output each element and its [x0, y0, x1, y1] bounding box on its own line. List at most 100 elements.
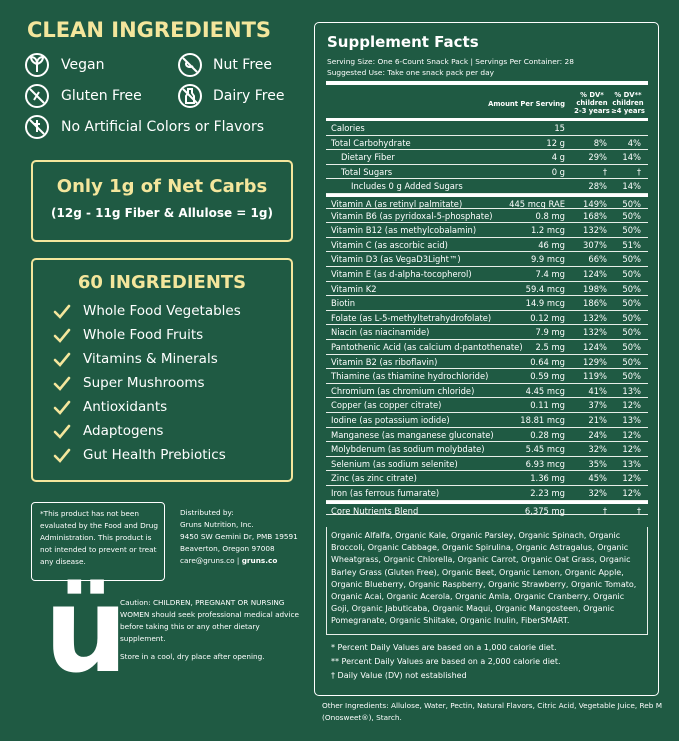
serving-line: Suggested Use: Take one snack pack per d…	[327, 68, 495, 77]
facts-row: Vitamin A (as retinyl palmitate) 445 mcg …	[326, 194, 648, 209]
badge-icons	[25, 53, 49, 139]
facts-row: Pantothenic Acid (as calcium d-pantothen…	[326, 340, 648, 355]
amount: 0.12 mg	[530, 312, 565, 323]
dv-child: †	[602, 166, 607, 177]
ingredient-item: Antioxidants	[83, 399, 168, 415]
email: care@gruns.co |	[180, 556, 240, 565]
nutrient-name: Vitamin C (as ascorbic acid)	[331, 239, 448, 250]
distributor-line: Gruns Nutrition, Inc.	[180, 520, 254, 529]
amount: 6,375 mg	[524, 505, 565, 516]
dv-child: 132%	[583, 225, 607, 236]
amount: 5.45 mcg	[525, 444, 565, 455]
hdr: children	[612, 99, 644, 107]
amount: 445 mcg RAE	[509, 199, 565, 209]
ingredient-item: Adaptogens	[83, 423, 164, 439]
amount: 14.9 mcg	[525, 298, 565, 309]
dv-child: 124%	[583, 269, 607, 279]
dv-adult: 13%	[622, 415, 641, 425]
dv-child: 132%	[583, 327, 607, 338]
amount: 9.9 mcg	[530, 254, 565, 265]
distributor-line: 9450 SW Gemini Dr, PMB 19591	[180, 532, 298, 541]
dv-child: 129%	[583, 356, 607, 367]
dv-child: 28%	[588, 181, 607, 192]
facts-row: Includes 0 g Added Sugars 28% 14%	[326, 179, 648, 194]
facts-row: Vitamin E (as d-alpha-tocopherol) 7.4 mg 1…	[326, 267, 648, 282]
storage: Store in a cool, dry place after opening…	[120, 652, 265, 661]
hdr: ≥4 years	[611, 107, 645, 115]
amount: 7.9 mg	[535, 327, 565, 338]
dv-adult: 50%	[622, 342, 641, 352]
footnote: ** Percent Daily Values are based on a 2…	[331, 657, 561, 666]
dv-adult: 12%	[622, 488, 641, 498]
clean-title: CLEAN INGREDIENTS	[27, 18, 272, 42]
dv-child-header: % DV* children 2-3 years	[572, 91, 612, 115]
dv-adult: 50%	[622, 312, 641, 323]
dv-child: †	[602, 505, 607, 516]
amount: 0.28 mg	[530, 429, 565, 440]
nutrient-name: Vitamin D3 (as VegaD3Light™)	[331, 254, 461, 265]
serving: Serving Size: One 6-Count Snack Pack | S…	[327, 56, 574, 78]
facts-row: Thiamine (as thiamine hydrochloride) 0.59…	[326, 369, 648, 384]
dv-child: 124%	[583, 342, 607, 352]
dv-adult: 50%	[622, 199, 641, 209]
amount: 4 g	[551, 152, 565, 163]
facts-row: Niacin (as niacinamide) 7.9 mg 132% 50%	[326, 325, 648, 340]
amount: 4.45 mcg	[525, 385, 565, 396]
nutrient-name: Iodine (as potassium iodide)	[331, 415, 450, 425]
nutrient-name: Vitamin K2	[331, 283, 377, 294]
facts-row: Biotin 14.9 mcg 186% 50%	[326, 296, 648, 311]
amount: 0.8 mg	[535, 210, 565, 221]
nutrient-name: Copper (as copper citrate)	[331, 400, 442, 411]
dv-adult: 50%	[622, 283, 641, 294]
dv-child: 186%	[583, 298, 607, 309]
dv-child: 32%	[588, 444, 607, 455]
disclaimer: *This product has not been evaluated by …	[40, 509, 159, 566]
nutrient-name: Includes 0 g Added Sugars	[351, 181, 463, 192]
dv-adult: †	[636, 166, 641, 177]
ingredients-box	[31, 258, 293, 482]
amount: 1.36 mg	[530, 473, 565, 484]
nutrient-name: Vitamin B12 (as methylcobalamin)	[331, 225, 477, 236]
check	[53, 328, 71, 343]
check	[53, 424, 71, 439]
dv-child: 41%	[588, 385, 607, 396]
dv-child: 119%	[583, 371, 607, 382]
net-carbs-title: Only 1g of Net Carbs	[56, 176, 268, 197]
nutrient-name: Folate (as L-5-methyltetrahydrofolate)	[331, 312, 492, 323]
facts-row: Copper (as copper citrate) 0.11 mg 37% 12%	[326, 398, 648, 413]
nutrient-name: Iron (as ferrous fumarate)	[331, 488, 440, 498]
dv-adult: 14%	[622, 181, 641, 192]
dv-child: 24%	[588, 429, 607, 440]
net-carbs-box	[31, 160, 293, 242]
nutrient-name: Total Sugars	[341, 166, 393, 177]
facts-row: Vitamin C (as ascorbic acid) 46 mg 307% 51%	[326, 238, 648, 253]
disclaimer-box	[31, 502, 165, 581]
facts-row: Folate (as L-5-methyltetrahydrofolate) 0.…	[326, 311, 648, 326]
other-ingredients: Other Ingredients: Allulose, Water, Pect…	[322, 701, 663, 722]
hdr: 2-3 years	[574, 107, 610, 115]
dv-child: 132%	[583, 312, 607, 323]
dv-adult: 13%	[622, 458, 641, 469]
amount: 12 g	[546, 137, 565, 148]
amount: 7.4 mg	[535, 269, 565, 279]
dv-child: 35%	[588, 458, 607, 469]
nutrient-name: Total Carbohydrate	[331, 137, 411, 148]
dv-adult: 50%	[622, 225, 641, 236]
facts-row: Molybdenum (as sodium molybdate) 5.45 mcg…	[326, 442, 648, 457]
amount: 0.64 mg	[530, 356, 565, 367]
dv-adult: 50%	[622, 371, 641, 382]
dv-adult: 50%	[622, 356, 641, 367]
distributor-line: Distributed by:	[180, 508, 234, 517]
dv-adult: 50%	[622, 269, 641, 279]
facts-row: Zinc (as zinc citrate) 1.36 mg 45% 12%	[326, 471, 648, 486]
ingredients-title: 60 INGREDIENTS	[77, 272, 247, 293]
facts-row: Vitamin B6 (as pyridoxal-5-phosphate) 0.8…	[326, 209, 648, 224]
dv-child: 29%	[588, 152, 607, 163]
dv-adult: 14%	[622, 152, 641, 163]
dv-child: 37%	[588, 400, 607, 411]
nutrient-name: Selenium (as sodium selenite)	[331, 458, 458, 469]
rule	[326, 81, 648, 85]
dv-child: 32%	[588, 488, 607, 498]
distributor-line: Beaverton, Oregon 97008	[180, 544, 275, 553]
facts-panel	[314, 22, 659, 696]
